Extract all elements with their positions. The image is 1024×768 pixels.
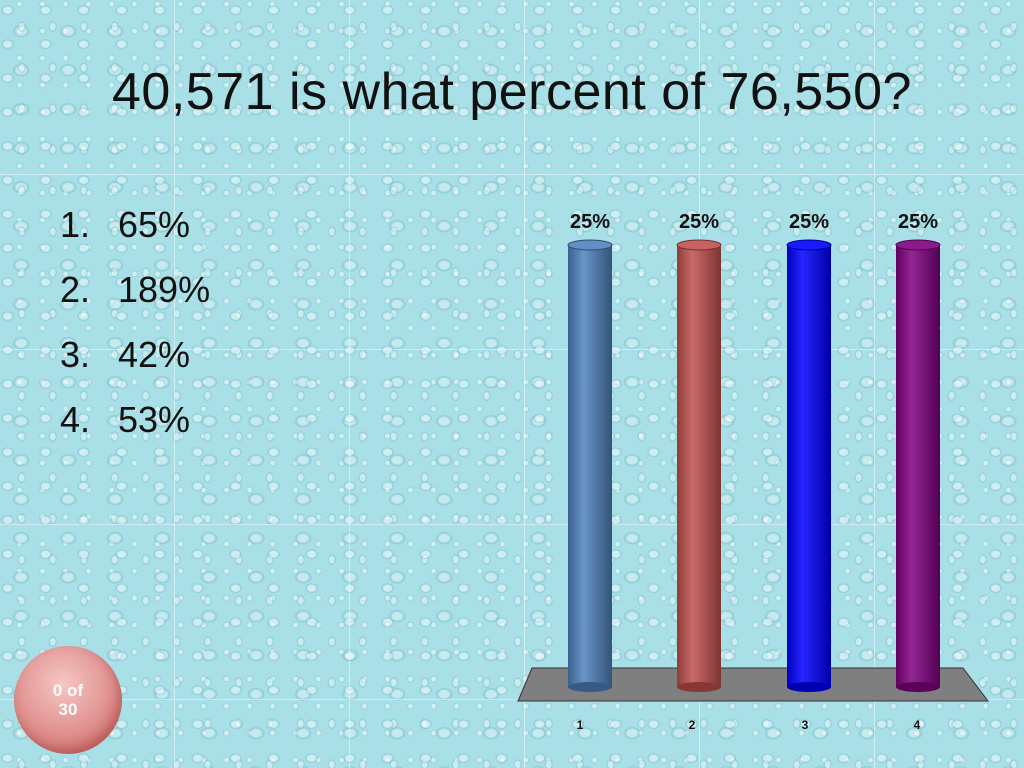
bar-2-body xyxy=(677,245,721,687)
bar-1-body xyxy=(568,245,612,687)
slide-title: 40,571 is what percent of 76,550? xyxy=(112,63,912,121)
answer-option-4[interactable]: 4. 53% xyxy=(60,387,210,452)
option-number: 3. xyxy=(60,333,91,375)
bar-2-base xyxy=(677,682,721,692)
bar-1-top xyxy=(567,239,613,251)
data-label-4: 25% xyxy=(898,211,938,233)
answer-option-2[interactable]: 2. 189% xyxy=(60,257,210,322)
bar-3-body xyxy=(787,245,831,687)
option-number: 4. xyxy=(60,398,91,440)
x-tick-label-1: 1 xyxy=(577,718,584,732)
option-text: 65% xyxy=(118,203,191,245)
answer-option-3[interactable]: 3. 42% xyxy=(60,322,210,387)
data-label-2: 25% xyxy=(679,211,719,233)
option-number: 2. xyxy=(60,268,91,310)
option-text: 189% xyxy=(118,268,211,310)
answer-option-1[interactable]: 1. 65% xyxy=(60,192,210,257)
bar-1-base xyxy=(568,682,612,692)
option-text: 53% xyxy=(118,398,191,440)
answer-options: 1. 65% 2. 189% 3. 42% 4. 53% xyxy=(60,192,210,452)
response-counter-badge: 0 of 30 xyxy=(14,646,122,754)
response-counter-text: 0 of 30 xyxy=(52,681,84,719)
option-text: 42% xyxy=(118,333,191,375)
bar-2-top xyxy=(676,239,722,251)
bar-4-base xyxy=(896,682,940,692)
bar-3-base xyxy=(787,682,831,692)
x-tick-label-3: 3 xyxy=(802,718,809,732)
data-label-3: 25% xyxy=(789,211,829,233)
x-tick-label-4: 4 xyxy=(914,718,921,732)
data-label-1: 25% xyxy=(570,211,610,233)
bar-3-top xyxy=(786,239,832,251)
response-bar-chart: 25% 1 25% 2 25% 3 25% 4 xyxy=(517,211,990,732)
x-tick-label-2: 2 xyxy=(689,718,696,732)
bar-4-top xyxy=(895,239,941,251)
option-number: 1. xyxy=(60,203,91,245)
bar-4-body xyxy=(896,245,940,687)
